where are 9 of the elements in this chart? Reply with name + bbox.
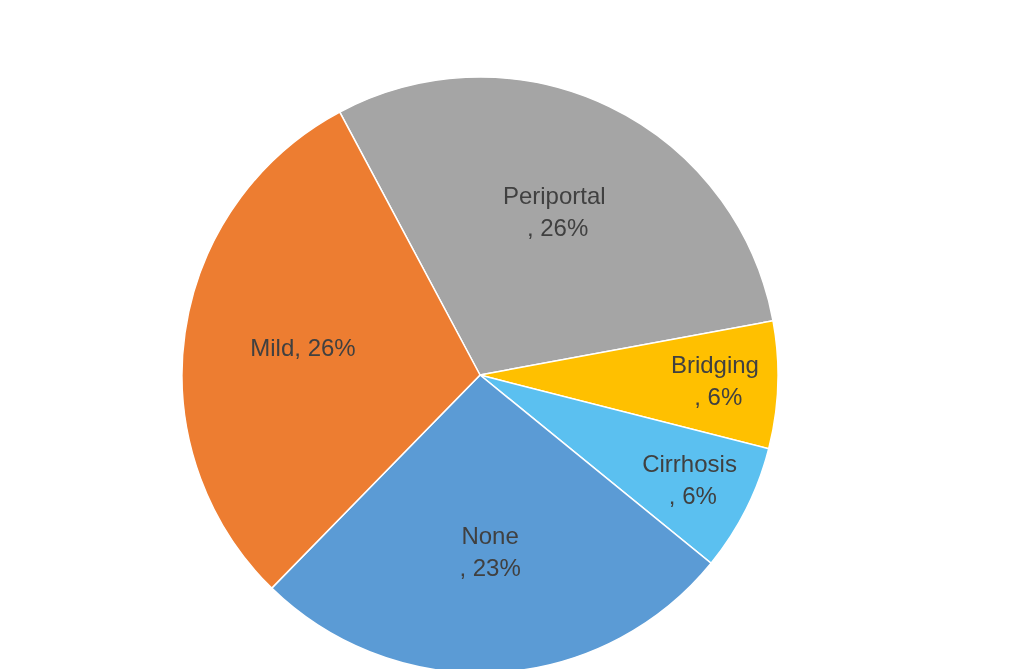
data-label: , 23%: [459, 553, 521, 581]
data-label: , 6%: [668, 482, 717, 510]
slice-label: Mild, 26%: [250, 334, 356, 362]
slice-label: None: [461, 521, 519, 549]
data-label: , 6%: [694, 383, 743, 411]
slice-label: Bridging: [670, 351, 766, 379]
slice-label: Cirrhosis: [642, 450, 744, 478]
slice-label: Periportal: [502, 182, 613, 210]
data-label: , 26%: [526, 214, 589, 242]
